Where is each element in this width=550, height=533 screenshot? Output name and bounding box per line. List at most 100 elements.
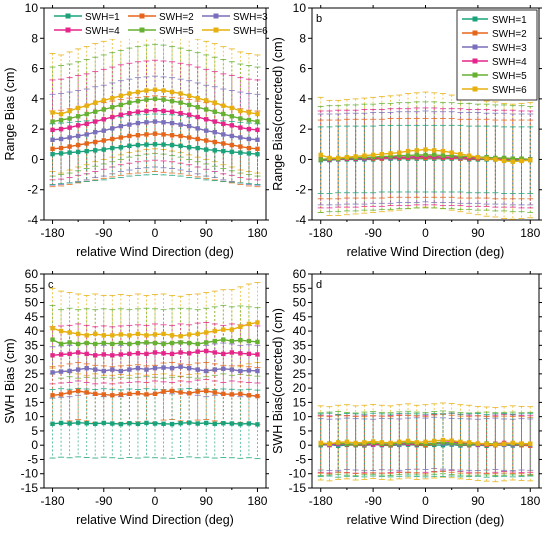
data-point <box>169 98 175 104</box>
data-point <box>118 392 124 397</box>
data-point <box>229 338 235 344</box>
data-point <box>229 421 235 426</box>
data-point <box>75 114 81 119</box>
data-point <box>84 340 89 346</box>
data-point <box>238 351 243 356</box>
data-point <box>255 137 260 142</box>
data-point <box>229 123 235 128</box>
data-point <box>118 340 124 346</box>
y-tick-label: 55 <box>293 281 307 295</box>
data-point <box>510 159 516 164</box>
panel-d: -180 -90 0 90 180-15-10-50510152025303540455… <box>271 267 542 527</box>
data-point <box>84 111 89 117</box>
data-point <box>178 350 183 355</box>
y-tick-label: 15 <box>25 395 39 409</box>
data-point <box>255 368 260 374</box>
data-point <box>161 331 166 337</box>
data-point <box>50 127 55 133</box>
data-point <box>152 350 158 355</box>
data-point <box>110 126 115 131</box>
data-point <box>344 439 350 444</box>
data-point <box>195 114 200 120</box>
data-point <box>101 368 106 374</box>
data-point <box>127 122 132 127</box>
data-point <box>144 333 149 338</box>
data-point <box>144 340 149 345</box>
data-point <box>440 148 446 154</box>
data-point <box>169 388 175 394</box>
x-tick-label: 0 <box>422 226 429 240</box>
legend-marker <box>472 86 478 92</box>
data-point <box>458 439 463 444</box>
data-point <box>423 152 428 158</box>
data-point <box>101 117 106 122</box>
data-point <box>110 421 115 426</box>
data-point <box>144 367 149 372</box>
data-point <box>229 350 235 355</box>
data-point <box>75 133 81 139</box>
y-tick-label: 60 <box>25 267 39 281</box>
data-point <box>186 420 192 425</box>
data-point <box>84 333 89 338</box>
y-tick-label: 20 <box>25 381 39 395</box>
data-point <box>161 97 166 102</box>
y-tick-label: -5 <box>295 452 306 466</box>
data-point <box>135 421 141 426</box>
x-tick-label: 0 <box>422 494 429 508</box>
data-point <box>484 156 489 161</box>
data-point <box>93 391 98 397</box>
data-point <box>101 138 106 143</box>
data-point <box>127 367 132 372</box>
data-point <box>101 147 106 152</box>
data-point <box>370 154 376 160</box>
data-point <box>493 157 498 162</box>
data-point <box>152 142 158 147</box>
x-tick-label: -90 <box>364 494 382 508</box>
data-point <box>101 128 106 133</box>
data-point <box>475 154 481 160</box>
data-point <box>519 441 524 446</box>
data-point <box>414 148 419 153</box>
data-point <box>135 391 141 396</box>
data-point <box>432 438 437 444</box>
data-point <box>178 91 183 96</box>
data-point <box>67 125 72 130</box>
data-point <box>135 331 141 337</box>
data-point <box>67 421 72 426</box>
legend-background <box>46 9 264 39</box>
legend-label: SWH=3 <box>492 43 527 54</box>
data-point <box>152 108 158 113</box>
data-point <box>161 351 166 356</box>
data-point <box>118 93 124 99</box>
data-point <box>50 119 55 124</box>
data-point <box>178 334 183 339</box>
y-tick-label: 4 <box>299 92 306 106</box>
data-point <box>169 333 175 338</box>
data-point <box>178 390 183 395</box>
data-point <box>75 142 81 148</box>
y-tick-label: 6 <box>31 62 38 76</box>
data-point <box>246 321 252 327</box>
data-point <box>110 136 115 142</box>
x-tick-label: -90 <box>95 226 113 240</box>
data-point <box>221 111 226 117</box>
y-tick-label: -15 <box>289 481 307 495</box>
data-point <box>449 150 454 155</box>
data-point <box>84 351 89 357</box>
y-tick-label: 20 <box>293 381 307 395</box>
y-tick-label: 50 <box>25 296 39 310</box>
data-point <box>67 351 72 357</box>
data-point <box>353 440 358 446</box>
data-point <box>118 332 124 337</box>
data-point <box>169 421 175 427</box>
data-point <box>93 367 98 372</box>
data-point <box>204 420 209 426</box>
x-tick-label: 90 <box>200 494 214 508</box>
panel-a: -180 -90 0 90 180 -4 -2 0 2 4 6 8 10 relative Wind Di… <box>3 1 269 259</box>
data-point <box>327 155 332 161</box>
data-point <box>58 369 64 374</box>
data-point <box>161 108 166 114</box>
data-point <box>204 138 209 143</box>
data-point <box>58 111 64 117</box>
data-point <box>93 139 98 145</box>
